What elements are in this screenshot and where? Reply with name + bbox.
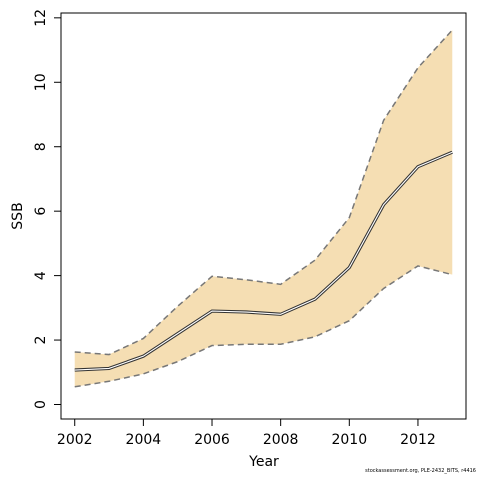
- y-tick-label-10: 10: [33, 73, 49, 91]
- x-tick-label-2008: 2008: [263, 432, 299, 448]
- x-tick-label-2002: 2002: [57, 432, 93, 448]
- x-tick-label-2012: 2012: [400, 432, 436, 448]
- upper-bound-line: [74, 29, 453, 356]
- lower-bound-line: [74, 265, 453, 388]
- y-tick-label-2: 2: [33, 336, 49, 345]
- y-tick-label-12: 12: [33, 9, 49, 27]
- confidence-band: [74, 30, 453, 387]
- y-tick-label-4: 4: [33, 271, 49, 280]
- plot-frame: [60, 12, 467, 420]
- y-axis-title: SSB: [10, 202, 26, 229]
- footer-note: stockassessment.org, PLE-2432_BITS, r441…: [365, 468, 476, 474]
- estimate-line-core: [74, 151, 453, 371]
- y-tick-label-6: 6: [33, 207, 49, 216]
- x-tick-label-2010: 2010: [331, 432, 367, 448]
- x-tick-label-2004: 2004: [126, 432, 162, 448]
- y-tick-label-8: 8: [33, 142, 49, 151]
- x-axis-title: Year: [248, 454, 279, 470]
- y-tick-label-0: 0: [33, 400, 49, 409]
- x-tick-label-2006: 2006: [194, 432, 230, 448]
